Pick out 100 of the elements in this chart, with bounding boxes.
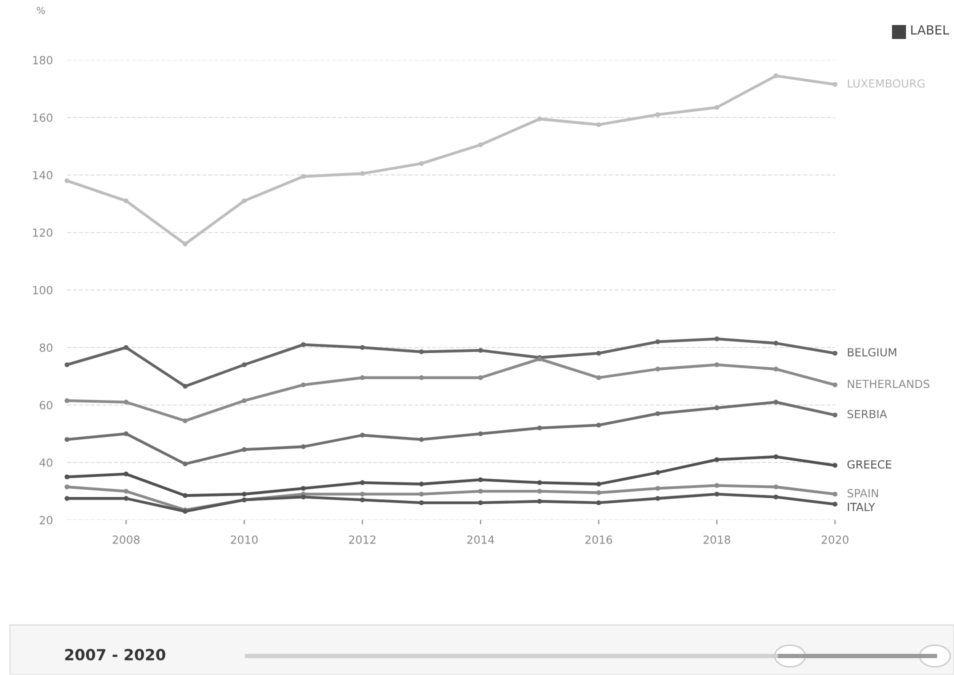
point: [419, 375, 424, 380]
point: [182, 418, 188, 424]
x-tick-label: 2014: [467, 535, 494, 544]
point: [832, 382, 838, 388]
point: [655, 112, 660, 118]
point: [596, 422, 602, 428]
point: [242, 362, 247, 368]
y-tick-label: 160: [33, 113, 52, 122]
point: [419, 500, 424, 506]
point: [124, 488, 129, 494]
point: [242, 447, 247, 452]
x-tick-label: 2012: [349, 535, 376, 544]
point: [182, 384, 188, 389]
point: [596, 500, 602, 506]
y-tick-label: 80: [40, 343, 52, 352]
point: [182, 242, 188, 246]
point: [419, 161, 424, 166]
point: [832, 412, 838, 418]
point: [655, 366, 660, 372]
point: [655, 470, 660, 475]
point: [300, 494, 306, 500]
point: [478, 142, 483, 148]
point: [714, 492, 720, 497]
point: [64, 496, 70, 501]
point: [360, 375, 365, 380]
point: [124, 400, 129, 405]
point: [596, 482, 602, 486]
point: [124, 496, 129, 501]
y-tick-label: 20: [40, 516, 52, 524]
point: [714, 336, 720, 342]
point: [773, 400, 778, 405]
x-tick-label: 2010: [230, 535, 258, 544]
point: [596, 375, 602, 380]
point: [419, 482, 424, 486]
point: [182, 493, 188, 498]
point: [714, 362, 720, 368]
x-tick-label: 2008: [112, 535, 140, 544]
point: [242, 198, 247, 204]
series-label: SPAIN: [848, 488, 878, 498]
point: [537, 488, 542, 494]
point: [478, 477, 483, 482]
y-tick-label: 100: [33, 286, 52, 294]
point: [655, 496, 660, 501]
point: [773, 484, 778, 490]
point: [596, 490, 602, 496]
point: [596, 122, 602, 128]
point: [832, 82, 838, 87]
text: 2007 - 2020: [65, 648, 166, 660]
text: LABEL: [911, 25, 950, 34]
point: [419, 492, 424, 497]
point: [773, 454, 778, 460]
point: [832, 492, 838, 497]
series-label: GREECE: [847, 460, 892, 469]
point: [300, 382, 306, 388]
point: [478, 375, 483, 380]
point: [360, 492, 365, 497]
point: [478, 348, 483, 353]
x-tick-label: 2018: [704, 535, 730, 544]
point: [242, 492, 247, 497]
point: [360, 171, 365, 176]
y-tick-label: 60: [40, 400, 52, 410]
point: [64, 474, 70, 480]
point: [300, 174, 306, 179]
point: [714, 483, 720, 488]
point: [478, 431, 483, 436]
point: [300, 486, 306, 491]
point: [655, 486, 660, 491]
y-axis-title: %: [36, 6, 45, 14]
point: [655, 411, 660, 416]
point: [478, 488, 483, 494]
point: [124, 345, 129, 350]
point: [300, 342, 306, 348]
series-label: ITALY: [848, 502, 876, 511]
point: [419, 349, 424, 354]
point: [360, 497, 365, 502]
point: [64, 362, 70, 368]
series-label: NETHERLANDS: [848, 380, 930, 388]
point: [537, 426, 542, 430]
point: [360, 345, 365, 350]
x-tick-label: 2020: [822, 535, 848, 544]
point: [64, 437, 70, 442]
point: [242, 398, 247, 404]
point: [360, 432, 365, 438]
point: [124, 472, 129, 476]
point: [537, 480, 542, 486]
point: [832, 350, 838, 356]
point: [300, 444, 306, 450]
point: [832, 502, 838, 507]
point: [360, 480, 365, 486]
series-label: LUXEMBOURG: [848, 79, 925, 88]
series-label: BELGIUM: [848, 348, 896, 356]
point: [124, 431, 129, 436]
point: [714, 405, 720, 410]
point: [773, 73, 778, 78]
point: [714, 105, 720, 110]
point: [478, 500, 483, 506]
point: [714, 457, 720, 462]
y-tick-label: 140: [33, 170, 52, 180]
point: [64, 484, 70, 490]
point: [596, 350, 602, 356]
